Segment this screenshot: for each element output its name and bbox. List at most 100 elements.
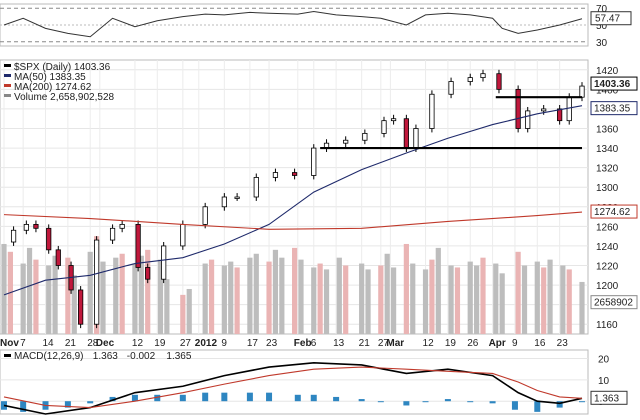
macd-value-label: 1.363 <box>594 393 619 404</box>
candlestick <box>496 69 502 94</box>
volume-bar <box>384 253 390 334</box>
x-tick-label: 12 <box>132 338 144 349</box>
volume-bar <box>208 259 215 334</box>
candlestick <box>403 114 409 152</box>
x-tick-label: 9 <box>512 338 518 349</box>
candle-body <box>390 118 397 122</box>
candlestick <box>272 168 279 182</box>
rsi-tick-label: 70 <box>596 4 608 15</box>
legend-entry: MA(200) 1274.62 <box>14 82 92 93</box>
volume-bar <box>435 247 441 334</box>
price-tick-label: 1240 <box>596 242 619 253</box>
candlestick <box>381 116 387 138</box>
candle-body <box>253 177 259 198</box>
legend-entry: Volume 2,658,902,528 <box>14 92 115 103</box>
ma200-badge-label: 1274.62 <box>594 207 631 218</box>
macd-line <box>3 361 583 415</box>
price-tick-label: 1400 <box>596 85 619 96</box>
ma50-badge-box <box>590 101 638 116</box>
candlestick <box>390 114 397 125</box>
candle-body <box>119 223 125 229</box>
macd-legend-entry: 1.365 <box>166 351 191 362</box>
volume-bar <box>180 294 186 334</box>
volume-bar <box>515 251 521 334</box>
price-tick-label: 1160 <box>596 320 618 331</box>
volume-bar <box>403 243 409 334</box>
candle-body <box>525 110 531 129</box>
legend-swatch <box>4 84 11 87</box>
volume-badge-label: 2658902 <box>594 298 633 309</box>
x-tick-label: 21 <box>359 338 371 349</box>
volume-bar <box>253 253 259 334</box>
volume-bar <box>228 261 234 334</box>
macd-histogram-bar <box>109 396 116 402</box>
x-tick-label: Nov <box>0 338 19 349</box>
x-tick-label: 19 <box>154 338 166 349</box>
candlestick <box>119 220 125 233</box>
ma50-badge: 1383.35 <box>590 101 638 116</box>
x-tick-label: 27 <box>378 338 390 349</box>
volume-bar <box>365 269 371 334</box>
macd-histogram-bar <box>294 394 301 402</box>
candle-body <box>109 227 116 241</box>
macd-histogram-bar <box>20 401 27 412</box>
volume-bar <box>454 267 461 334</box>
macd-histogram-bar <box>556 401 563 408</box>
volume-bar <box>378 265 384 334</box>
volume-bar <box>71 275 77 334</box>
price-tick-label: 1320 <box>596 164 619 175</box>
x-tick-label: 9 <box>221 338 227 349</box>
macd-histogram-bar <box>310 394 317 402</box>
volume-bar <box>359 263 365 334</box>
macd-legend-entry: 1.363 <box>93 351 118 362</box>
candlestick <box>343 136 349 148</box>
volume-bar <box>138 255 144 334</box>
macd-histogram-bar <box>131 394 138 402</box>
ma50-badge-label: 1383.35 <box>594 104 631 115</box>
candle-body <box>161 245 167 280</box>
candlestick <box>480 69 486 82</box>
volume-bar <box>521 265 528 334</box>
volume-bar <box>534 261 540 334</box>
candle-body <box>403 118 409 149</box>
legend-swatch <box>4 64 11 67</box>
candle-body <box>78 289 84 325</box>
price-badge-label: 1403.36 <box>594 79 631 90</box>
candlestick <box>515 85 521 133</box>
price-tick-label: 1200 <box>596 281 619 292</box>
macd-legend: MACD(12,26,9) 1.363 -0.002 1.365 <box>4 351 192 362</box>
macd-histogram-bar <box>154 394 161 402</box>
volume-bar <box>323 269 330 334</box>
candle-body <box>541 108 547 112</box>
price-badge-box <box>590 76 638 91</box>
volume-bar <box>410 263 416 334</box>
macd-histogram-bar <box>467 401 474 403</box>
macd-histogram-bar <box>266 392 273 402</box>
volume-bar <box>113 257 119 334</box>
ma200-line <box>3 211 583 230</box>
ma50-line <box>3 105 583 296</box>
x-tick-label: 6 <box>311 338 317 349</box>
macd-histogram-bar <box>202 392 209 402</box>
price-tick-label: 1220 <box>596 262 619 273</box>
candle-body <box>566 96 572 122</box>
volume-bar <box>336 257 342 334</box>
volume-bar <box>65 257 71 334</box>
candlestick <box>253 173 259 201</box>
volume-badge-box <box>590 295 638 310</box>
candle-body <box>10 229 17 243</box>
volume-bar <box>429 259 435 334</box>
legend-entry: $SPX (Daily) 1403.36 <box>14 62 111 73</box>
rsi-tick-label: 50 <box>596 21 608 32</box>
volume-bar <box>474 265 480 334</box>
candle-body <box>291 172 298 176</box>
candle-body <box>343 139 349 144</box>
candle-body <box>145 267 151 280</box>
volume-bar <box>1 243 7 334</box>
x-tick-label: 13 <box>333 338 345 349</box>
macd-histogram-bar <box>489 401 496 404</box>
volume-bar <box>493 263 499 334</box>
macd-histogram-bar <box>358 399 365 402</box>
